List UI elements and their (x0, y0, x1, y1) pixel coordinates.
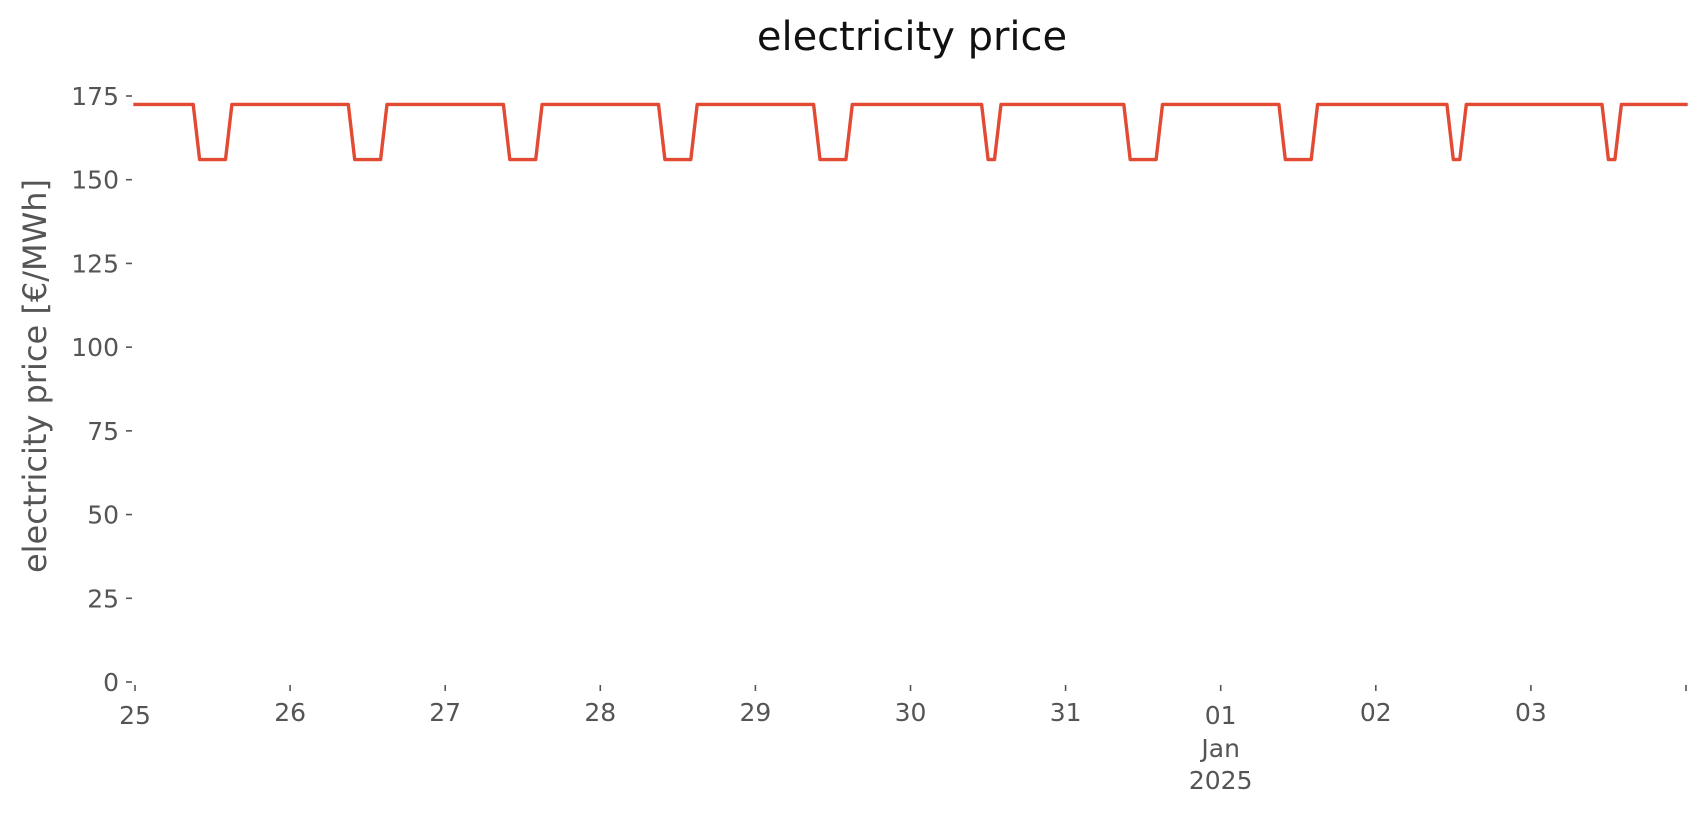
x-tick-label: 29 (739, 698, 771, 727)
x-tick-label: 27 (429, 698, 461, 727)
y-axis-label: electricity price [€/MWh] (16, 179, 54, 573)
x-axis: 25 26 27 28 29 30 31 01 Jan 2025 02 03 (119, 685, 1687, 795)
x-tick-label: 25 (119, 701, 151, 730)
y-axis: 0 25 50 75 100 125 150 175 (71, 82, 132, 697)
y-tick-label: 50 (87, 501, 119, 530)
y-tick-label: 75 (87, 417, 119, 446)
y-tick-label: 25 (87, 584, 119, 613)
x-tick-sublabel: 2025 (1189, 766, 1253, 795)
x-tick-label: 03 (1515, 698, 1547, 727)
x-tick-label: 28 (584, 698, 616, 727)
series-line-0 (133, 102, 1688, 162)
y-tick-label: 100 (71, 333, 119, 362)
x-tick-label: 31 (1050, 698, 1082, 727)
y-tick-label: 175 (71, 82, 119, 111)
plot-area (133, 102, 1688, 162)
x-tick-label: 02 (1360, 698, 1392, 727)
x-tick-sublabel: Jan (1199, 734, 1240, 763)
y-tick-label: 150 (71, 166, 119, 195)
y-tick-label: 125 (71, 249, 119, 278)
x-tick-label: 30 (895, 698, 927, 727)
chart-title: electricity price (757, 14, 1067, 60)
x-tick-label: 26 (274, 698, 306, 727)
x-tick-label: 01 (1205, 701, 1237, 730)
y-tick-label: 0 (103, 668, 119, 697)
